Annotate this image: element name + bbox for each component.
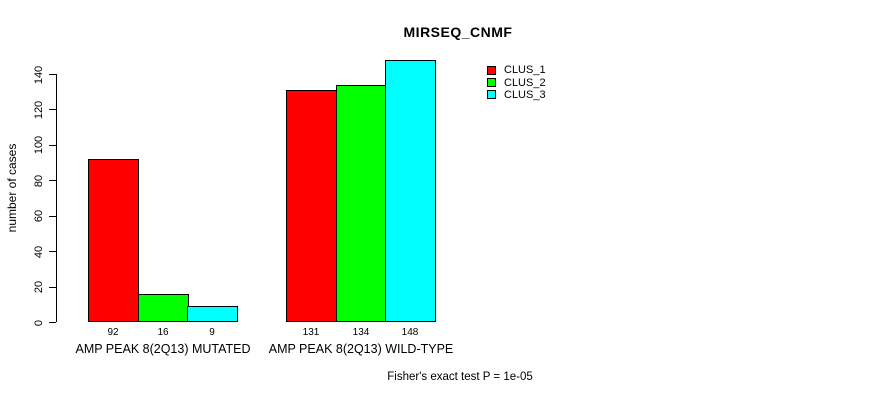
legend-item-clus_2: CLUS_2 xyxy=(487,76,546,89)
y-axis-tick xyxy=(49,74,56,75)
y-tick-label: 20 xyxy=(33,280,45,294)
annotation-text: Fisher's exact test P = 1e-05 xyxy=(387,371,533,383)
y-axis-tick xyxy=(49,180,56,182)
bar-clus_1-group1 xyxy=(88,159,139,322)
y-axis-tick xyxy=(49,251,56,253)
y-tick-label: 60 xyxy=(33,210,45,223)
legend-swatch-icon xyxy=(487,90,496,100)
y-tick-label: 100 xyxy=(33,136,45,155)
y-tick-label: 40 xyxy=(33,245,45,258)
y-axis-tick xyxy=(49,286,56,288)
legend: CLUS_1 CLUS_2 CLUS_3 xyxy=(487,64,546,101)
legend-item-clus_3: CLUS_3 xyxy=(487,89,546,101)
bar-clus_2-group1 xyxy=(138,293,189,322)
bar-value-label: 92 xyxy=(107,327,119,338)
legend-label: CLUS_1 xyxy=(504,64,546,77)
y-axis-line xyxy=(56,74,57,322)
y-axis-tick xyxy=(49,322,56,323)
y-axis-tick xyxy=(49,215,56,217)
legend-label: CLUS_3 xyxy=(504,88,546,101)
y-axis-label: number of cases xyxy=(5,143,19,233)
bar-value-label: 148 xyxy=(401,327,419,338)
bar-clus_1-group2 xyxy=(286,89,337,322)
chart-title: MIRSEQ_CNMF xyxy=(403,24,513,40)
y-axis-tick xyxy=(49,109,56,111)
legend-label: CLUS_2 xyxy=(504,76,546,89)
legend-swatch-icon xyxy=(487,78,496,88)
y-tick-label: 80 xyxy=(33,174,45,187)
bar-value-label: 131 xyxy=(302,327,320,338)
bar-clus_2-group2 xyxy=(336,84,387,322)
y-tick-label: 120 xyxy=(33,100,45,120)
bar-clus_3-group1 xyxy=(187,306,238,322)
bar-clus_3-group2 xyxy=(385,59,436,322)
y-tick-label: 140 xyxy=(33,65,45,84)
y-tick-label: 0 xyxy=(33,319,45,326)
category-label: AMP PEAK 8(2Q13) WILD-TYPE xyxy=(268,342,454,356)
y-axis-tick xyxy=(49,144,56,146)
bar-value-label: 9 xyxy=(209,327,215,338)
legend-item-clus_1: CLUS_1 xyxy=(487,64,546,76)
category-label: AMP PEAK 8(2Q13) MUTATED xyxy=(75,342,251,356)
bar-value-label: 16 xyxy=(157,327,169,338)
bar-value-label: 134 xyxy=(352,327,370,338)
legend-swatch-icon xyxy=(487,65,496,75)
